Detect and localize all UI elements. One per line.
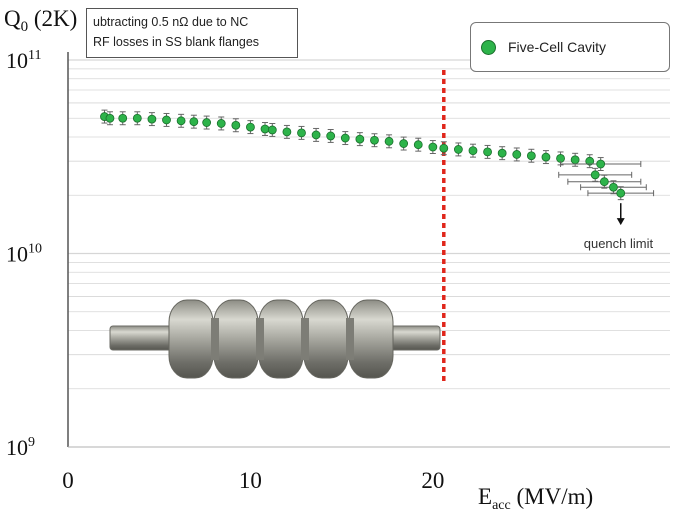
data-point <box>599 177 609 187</box>
data-point <box>297 128 306 138</box>
quench-annotation: quench limit <box>584 203 654 251</box>
cavity-iris <box>256 318 264 360</box>
quench-arrow-icon <box>616 218 625 226</box>
axis-labels: 0 10 20 109 1010 1011 Q0 (2K) Eacc (MV/m) <box>4 6 593 512</box>
cavity-iris <box>211 318 219 360</box>
x-tick-label: 20 <box>421 468 444 493</box>
data-point <box>132 113 142 123</box>
correction-note: ubtracting 0.5 nΩ due to NC RF losses in… <box>86 8 298 58</box>
data-point <box>413 140 423 150</box>
data-point <box>590 170 600 180</box>
data-point <box>512 150 522 159</box>
cavity-cell <box>303 299 349 379</box>
cavity-cell <box>168 299 214 379</box>
x-tick-label: 10 <box>239 468 262 493</box>
data-point <box>428 142 438 152</box>
data-point <box>570 155 580 165</box>
x-axis-label: Eacc (MV/m) <box>478 484 593 512</box>
data-point <box>616 188 626 198</box>
data-point <box>497 148 507 158</box>
data-point <box>267 125 277 135</box>
data-point <box>147 114 157 124</box>
data-point <box>399 139 409 148</box>
data-point <box>483 147 492 157</box>
data-point <box>355 134 365 144</box>
data-point <box>311 130 321 140</box>
data-point <box>526 151 536 161</box>
data-point <box>370 135 379 145</box>
grid-lines <box>68 59 670 448</box>
quench-limit-label: quench limit <box>584 236 654 251</box>
cavity-illustration <box>109 299 441 379</box>
data-point <box>282 127 292 137</box>
legend-marker-icon <box>481 39 496 55</box>
cavity-cell <box>213 299 259 379</box>
data-point <box>189 117 199 127</box>
correction-note-line1: ubtracting 0.5 nΩ due to NC <box>93 15 249 29</box>
y-tick-label: 1011 <box>6 48 41 73</box>
data-point <box>468 146 478 156</box>
data-point <box>105 113 115 123</box>
data-point <box>453 145 463 154</box>
data-point <box>231 120 241 130</box>
legend: Five-Cell Cavity <box>470 22 670 72</box>
data-point <box>216 119 226 128</box>
data-point <box>384 136 394 146</box>
y-tick-label: 109 <box>6 435 35 460</box>
data-points <box>100 109 655 201</box>
data-point <box>326 131 336 141</box>
data-point <box>439 143 449 153</box>
cavity-cell <box>348 299 394 379</box>
y-axis-label: Q0 (2K) <box>4 6 77 35</box>
data-point <box>585 156 595 166</box>
cavity-iris <box>301 318 309 360</box>
y-tick-label: 1010 <box>6 242 42 267</box>
data-point <box>118 113 128 123</box>
data-point <box>596 159 606 169</box>
data-point <box>246 122 255 132</box>
data-point <box>202 118 212 127</box>
correction-note-line2: RF losses in SS blank flanges <box>93 35 260 49</box>
cavity-cell <box>258 299 304 379</box>
cavity-iris <box>346 318 354 360</box>
data-point <box>609 182 618 192</box>
axes <box>67 52 670 448</box>
x-tick-label: 0 <box>62 468 74 493</box>
data-point <box>162 115 171 125</box>
data-point <box>260 124 270 134</box>
data-point <box>541 152 551 162</box>
data-point <box>340 133 350 143</box>
data-point <box>176 116 186 126</box>
legend-entry-five-cell-cavity: Five-Cell Cavity <box>508 39 607 55</box>
